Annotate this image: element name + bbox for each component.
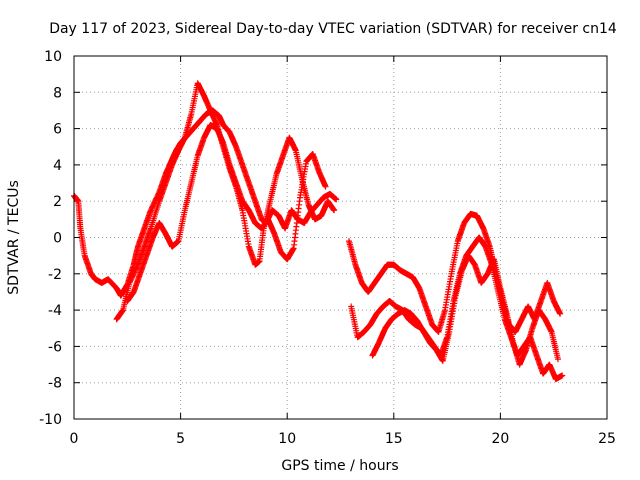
y-tick-label: -10	[39, 412, 62, 428]
y-tick-label: 8	[53, 85, 62, 101]
data-point	[333, 196, 340, 203]
series-track-b	[113, 80, 338, 323]
data-points	[71, 80, 566, 383]
y-tick-label: 2	[53, 194, 62, 210]
chart-title: Day 117 of 2023, Sidereal Day-to-day VTE…	[49, 21, 617, 37]
series-track-a	[71, 107, 340, 299]
data-point	[557, 310, 564, 317]
y-axis-label: SDTVAR / TECUs	[6, 180, 22, 295]
y-tick-label: -6	[48, 339, 62, 355]
x-tick-label: 20	[491, 431, 509, 447]
axis-ticks	[73, 55, 608, 420]
data-point	[554, 356, 561, 363]
x-tick-label: 5	[176, 431, 185, 447]
x-tick-label: 0	[70, 431, 79, 447]
y-tick-labels: -10 -8 -6 -4 -2 0 2 4 6 8 10	[39, 49, 62, 428]
x-tick-label: 25	[598, 431, 616, 447]
y-tick-label: -2	[48, 267, 62, 283]
y-tick-label: 6	[53, 122, 62, 138]
data-point	[322, 183, 329, 190]
y-tick-label: -4	[48, 303, 62, 319]
grid-lines	[74, 56, 607, 419]
series-track-f	[369, 252, 561, 368]
plot-frame	[73, 55, 608, 420]
x-tick-labels: 0 5 10 15 20 25	[70, 431, 616, 447]
y-tick-label: -8	[48, 376, 62, 392]
data-point	[559, 372, 566, 379]
data-point	[331, 207, 338, 214]
y-tick-label: 10	[44, 49, 62, 65]
x-tick-label: 15	[385, 431, 403, 447]
series-track-e	[348, 234, 566, 383]
x-tick-label: 10	[278, 431, 296, 447]
y-tick-label: 4	[53, 158, 62, 174]
x-axis-label: GPS time / hours	[281, 458, 398, 474]
y-tick-label: 0	[53, 231, 62, 247]
series-track-c	[124, 122, 329, 304]
